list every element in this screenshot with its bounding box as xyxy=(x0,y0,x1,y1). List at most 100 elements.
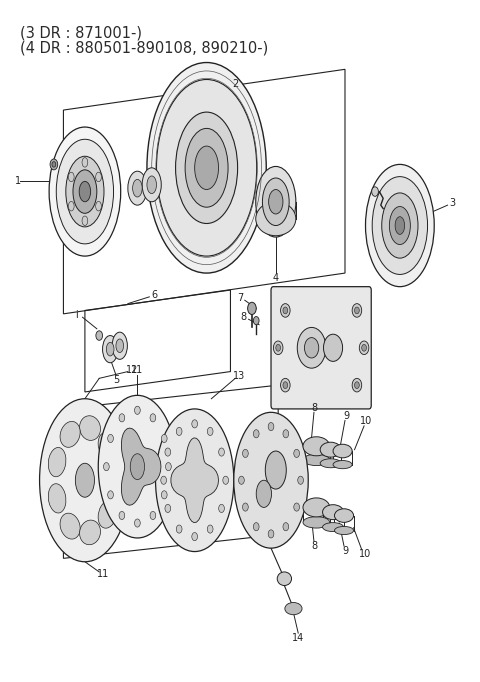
Ellipse shape xyxy=(80,416,100,441)
Text: 8: 8 xyxy=(311,402,317,413)
Ellipse shape xyxy=(79,181,91,202)
Circle shape xyxy=(161,476,167,484)
Polygon shape xyxy=(171,438,218,522)
Text: 6: 6 xyxy=(151,291,157,301)
Ellipse shape xyxy=(98,432,117,460)
Ellipse shape xyxy=(80,520,100,545)
Circle shape xyxy=(161,434,167,443)
Ellipse shape xyxy=(320,442,341,457)
Circle shape xyxy=(297,327,326,368)
Ellipse shape xyxy=(195,146,218,190)
Ellipse shape xyxy=(82,216,88,226)
Circle shape xyxy=(108,434,113,443)
Ellipse shape xyxy=(382,193,418,258)
Circle shape xyxy=(134,406,140,415)
Ellipse shape xyxy=(234,413,308,548)
Circle shape xyxy=(150,414,156,422)
Ellipse shape xyxy=(142,168,161,202)
Circle shape xyxy=(294,449,300,458)
Ellipse shape xyxy=(320,459,341,468)
Circle shape xyxy=(223,476,228,484)
Circle shape xyxy=(104,462,109,471)
Ellipse shape xyxy=(69,173,74,181)
Circle shape xyxy=(283,382,288,389)
Text: 10: 10 xyxy=(360,416,372,426)
Ellipse shape xyxy=(285,602,302,614)
Circle shape xyxy=(119,512,125,520)
Circle shape xyxy=(283,307,288,314)
Ellipse shape xyxy=(389,207,410,245)
Ellipse shape xyxy=(156,409,234,552)
Circle shape xyxy=(352,379,362,392)
Ellipse shape xyxy=(96,201,101,211)
Circle shape xyxy=(207,428,213,436)
Ellipse shape xyxy=(147,176,156,194)
Circle shape xyxy=(165,505,171,512)
Ellipse shape xyxy=(106,465,123,495)
Text: 9: 9 xyxy=(343,411,349,421)
Circle shape xyxy=(304,338,319,358)
Circle shape xyxy=(192,533,198,541)
Ellipse shape xyxy=(103,336,118,363)
Text: 5: 5 xyxy=(113,374,119,385)
Ellipse shape xyxy=(269,190,283,214)
Circle shape xyxy=(274,341,283,355)
Text: 14: 14 xyxy=(292,634,304,644)
Ellipse shape xyxy=(323,505,344,520)
Ellipse shape xyxy=(56,139,114,244)
Ellipse shape xyxy=(107,342,114,356)
Text: 12: 12 xyxy=(126,365,138,375)
Polygon shape xyxy=(121,428,161,505)
Ellipse shape xyxy=(256,480,272,507)
Ellipse shape xyxy=(147,63,266,273)
Circle shape xyxy=(360,341,369,355)
Ellipse shape xyxy=(372,177,428,274)
Ellipse shape xyxy=(185,128,228,207)
Text: 11: 11 xyxy=(97,569,109,579)
Ellipse shape xyxy=(73,170,97,213)
Ellipse shape xyxy=(60,421,80,447)
Ellipse shape xyxy=(263,178,289,226)
Circle shape xyxy=(283,522,288,531)
Ellipse shape xyxy=(69,201,74,211)
Circle shape xyxy=(324,334,343,361)
Circle shape xyxy=(150,512,156,520)
Ellipse shape xyxy=(112,332,127,359)
Circle shape xyxy=(134,519,140,527)
Circle shape xyxy=(362,344,366,351)
Ellipse shape xyxy=(98,396,177,538)
Ellipse shape xyxy=(303,454,330,466)
Ellipse shape xyxy=(265,451,286,489)
Ellipse shape xyxy=(303,498,330,517)
Ellipse shape xyxy=(333,444,352,458)
Circle shape xyxy=(281,379,290,392)
Circle shape xyxy=(253,522,259,531)
Circle shape xyxy=(355,307,360,314)
Ellipse shape xyxy=(39,399,130,562)
Circle shape xyxy=(161,491,167,499)
Ellipse shape xyxy=(333,460,352,469)
Circle shape xyxy=(52,162,56,167)
Circle shape xyxy=(283,430,288,438)
Ellipse shape xyxy=(303,436,330,456)
Ellipse shape xyxy=(365,164,434,286)
Circle shape xyxy=(248,302,256,314)
Circle shape xyxy=(276,344,281,351)
Ellipse shape xyxy=(335,509,354,522)
Ellipse shape xyxy=(395,217,405,235)
Ellipse shape xyxy=(132,179,142,197)
Text: 11: 11 xyxy=(131,364,144,374)
Ellipse shape xyxy=(303,517,330,528)
Circle shape xyxy=(50,159,58,170)
Circle shape xyxy=(268,423,274,430)
Text: 8: 8 xyxy=(311,541,317,551)
Circle shape xyxy=(352,303,362,317)
Circle shape xyxy=(281,303,290,317)
Ellipse shape xyxy=(98,501,117,528)
Text: 3: 3 xyxy=(449,198,456,208)
Text: 9: 9 xyxy=(342,546,348,556)
Ellipse shape xyxy=(335,527,354,535)
Circle shape xyxy=(372,187,378,196)
Ellipse shape xyxy=(277,572,291,586)
Circle shape xyxy=(219,448,224,456)
